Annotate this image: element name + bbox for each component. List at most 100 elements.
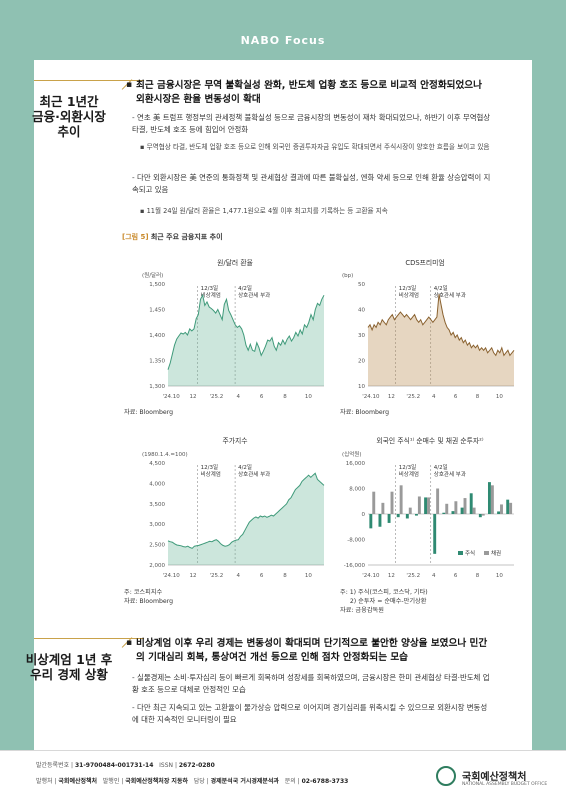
annotation-label: 상호관세 부과: [434, 291, 466, 299]
chart-title: 원/달러 환율: [217, 259, 253, 267]
y-axis-unit: (십억원): [342, 450, 361, 458]
annotation-label: 4/2일: [238, 463, 252, 471]
series-line: [367, 294, 515, 357]
chart-title: 외국인 주식¹⁾ 순매수 및 채권 순투자²⁾: [376, 437, 484, 445]
legend-label: 주식: [465, 549, 475, 557]
y-tick-label: 4,500: [149, 461, 165, 467]
series-area: [368, 294, 514, 386]
x-tick-label: 4: [236, 573, 240, 579]
series-line: [167, 472, 325, 549]
foreign-flow-chart: (십억원) 16,000 8,000 0 -8,000 -16,000 '24.10 12 '2…: [342, 450, 514, 579]
fx-chart: (원/달러) 1,500 1,450 1,400 1,350 1,300 '24.10 12 '…: [142, 271, 325, 400]
y-tick-label: 1,300: [149, 384, 165, 390]
top-band: [0, 0, 566, 60]
section2-item-2: - 다만 최근 지속되고 있는 고환율이 물가상승 압력으로 이어지며 경기심리…: [132, 703, 488, 724]
y-tick-label: 0: [362, 512, 366, 518]
x-tick-label: 4: [432, 573, 436, 579]
y-tick-label: 1,500: [149, 282, 165, 288]
chart-source: 주: 1) 주식(코스피, 코스닥, 기타) 2) 순투자 = 순매수-만기상환…: [340, 589, 428, 614]
series-area: [168, 295, 324, 386]
x-tick-label: '25.2: [406, 394, 420, 400]
x-tick-label: 8: [283, 394, 287, 400]
y-axis-unit: (1980.1.4.=100): [142, 452, 188, 458]
bar-bond: [417, 496, 421, 514]
bar-bond: [509, 502, 513, 514]
section1-headline: 최근 금융시장은 무역 불확실성 완화, 반도체 업황 호조 등으로 비교적 안…: [136, 80, 482, 105]
y-tick-label: 1,350: [149, 359, 165, 365]
section1-divider: [34, 80, 144, 81]
headline-bullet: ▪: [126, 80, 133, 90]
x-tick-label: 6: [454, 394, 458, 400]
series-area: [168, 473, 324, 565]
x-tick-label: '25.2: [209, 394, 223, 400]
y-tick-label: 40: [358, 308, 365, 314]
y-tick-label: 8,000: [349, 487, 365, 493]
bar-stock: [460, 507, 464, 514]
section2-side-title: 비상계엄 1년 후 우리 경제 상황: [25, 652, 113, 682]
y-tick-label: 3,500: [149, 502, 165, 508]
x-tick-label: 4: [432, 394, 436, 400]
chart-title: CDS프리미엄: [405, 259, 445, 267]
y-axis-unit: (원/달러): [142, 271, 163, 279]
y-tick-label: 1,450: [149, 308, 165, 314]
cds-chart: (bp) 50 40 30 20 10 '24.10 12 '25.2 4 6 8 10 12/3일비상계…: [342, 273, 515, 400]
y-tick-label: 1,400: [149, 333, 165, 339]
bar-stock: [433, 514, 437, 554]
x-tick-label: 8: [476, 394, 480, 400]
y-tick-label: 20: [358, 359, 365, 365]
x-tick-label: 6: [454, 573, 458, 579]
x-tick-label: 10: [496, 394, 503, 400]
chart-title: 주가지수: [222, 437, 248, 445]
annotation-label: 4/2일: [434, 463, 448, 471]
annotation-label: 12/3일: [201, 463, 218, 471]
bar-bond: [472, 507, 476, 514]
bar-stock: [378, 514, 382, 527]
x-tick-label: '24.10: [162, 573, 180, 579]
annotation-label: 12/3일: [399, 284, 416, 292]
x-tick-label: 4: [236, 394, 240, 400]
annotation-label: 비상계엄: [399, 470, 419, 478]
y-tick-label: 30: [358, 333, 365, 339]
annotation-label: 4/2일: [434, 284, 448, 292]
y-tick-label: 2,000: [149, 563, 165, 569]
annotation-label: 4/2일: [238, 284, 252, 292]
bar-bond: [463, 498, 467, 514]
bar-stock: [469, 493, 473, 514]
x-tick-label: '25.2: [209, 573, 223, 579]
x-tick-label: 10: [305, 573, 312, 579]
x-tick-label: 12: [189, 394, 196, 400]
x-tick-label: '24.10: [162, 394, 180, 400]
annotation-label: 비상계엄: [201, 291, 221, 299]
bar-stock: [487, 482, 491, 514]
kospi-chart: (1980.1.4.=100) 4,500 4,000 3,500 3,000 2,500…: [142, 452, 325, 579]
section2-item-1: - 실물경제는 소비·투자심리 등이 빠르게 회복하며 성장세를 회복하였으며,…: [132, 673, 490, 694]
annotation-label: 비상계엄: [399, 291, 419, 299]
section1-item-1: - 연초 美 트럼프 행정부의 관세정책 불확실성 등으로 금융시장의 변동성이…: [132, 113, 491, 134]
section2-headline: 비상계엄 이후 우리 경제는 변동성이 확대되며 단기적으로 불안한 양상을 보…: [136, 638, 488, 663]
legend-label: 채권: [491, 549, 501, 557]
bar-bond: [481, 514, 485, 516]
bar-stock: [387, 514, 391, 523]
bar-bond: [500, 504, 503, 514]
bar-stock: [414, 514, 418, 516]
x-tick-label: '25.2: [406, 573, 420, 579]
y-tick-label: -16,000: [344, 563, 366, 569]
legend-swatch-bond: [484, 551, 489, 555]
bar-stock: [506, 499, 510, 514]
annotation-label: 상호관세 부과: [238, 470, 270, 478]
x-tick-label: '24.10: [362, 394, 380, 400]
x-tick-label: 12: [388, 394, 395, 400]
bar-bond: [381, 502, 385, 514]
bar-stock: [424, 497, 428, 514]
bar-bond: [408, 507, 412, 514]
nabo-emblem-icon: [436, 766, 456, 786]
bar-bond: [436, 488, 440, 514]
section1-item-2: ▪ 무역협상 타결, 반도체 업황 호조 등으로 인해 외국인 증권투자자금 유…: [140, 143, 490, 151]
bar-bond: [427, 497, 430, 514]
x-tick-label: '24.10: [362, 573, 380, 579]
page-body: [34, 60, 532, 750]
x-tick-label: 6: [260, 573, 264, 579]
bar-stock: [396, 514, 400, 518]
annotation-label: 상호관세 부과: [238, 291, 270, 299]
footer-publisher: 발행처 | 국회예산정책처 발행인 | 국회예산정책처장 지동하 담당 | 경제…: [36, 778, 349, 785]
